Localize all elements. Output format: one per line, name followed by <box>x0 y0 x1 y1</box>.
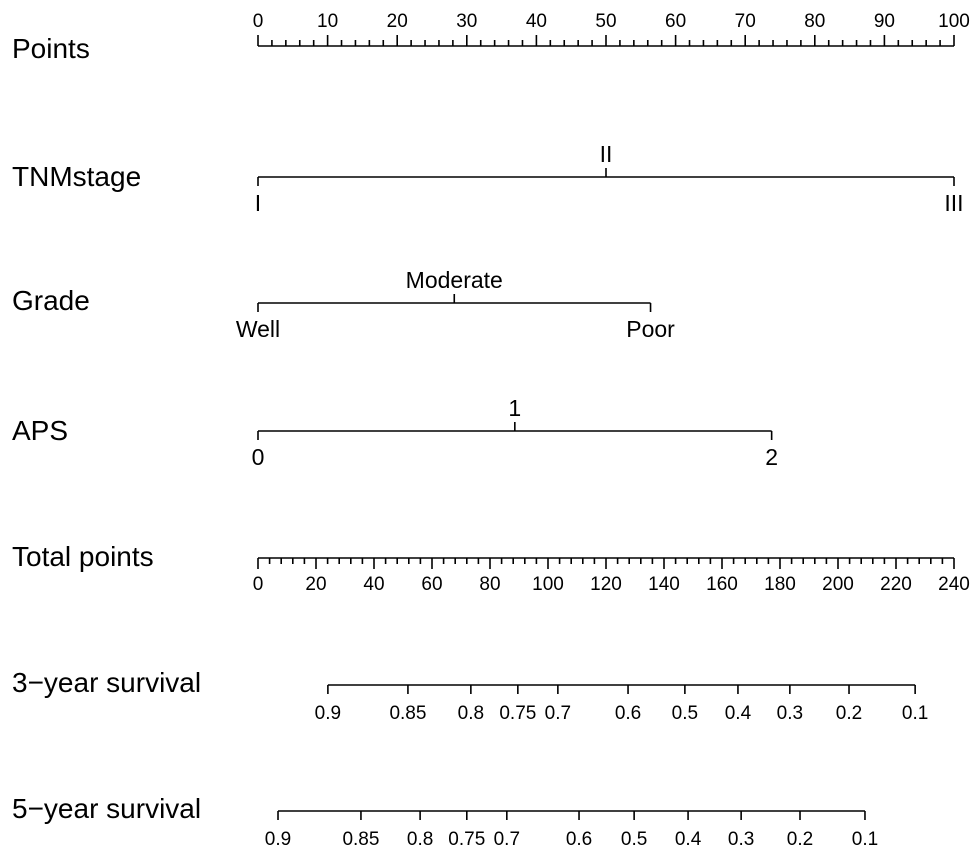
points-tick-label: 60 <box>665 11 686 32</box>
3-year-survival-tick-label: 0.85 <box>389 703 426 724</box>
points-tick-label: 70 <box>735 11 756 32</box>
aps-level-label: 1 <box>508 395 521 421</box>
3-year-survival-tick-label: 0.2 <box>836 703 862 724</box>
5-year-survival-tick-label: 0.75 <box>448 829 485 850</box>
grade-level-label: Poor <box>626 316 675 342</box>
3-year-survival-tick-label: 0.4 <box>725 703 752 724</box>
total-points-tick-label: 220 <box>880 574 912 595</box>
5-year-survival-tick-label: 0.1 <box>852 829 878 850</box>
points-tick-label: 90 <box>874 11 895 32</box>
5-year-survival-tick-label: 0.4 <box>675 829 702 850</box>
total-points-tick-label: 40 <box>363 574 384 595</box>
row-label-3-year-survival: 3−year survival <box>12 667 201 698</box>
5-year-survival-tick-label: 0.85 <box>342 829 379 850</box>
3-year-survival-tick-label: 0.6 <box>615 703 641 724</box>
total-points-tick-label: 60 <box>421 574 442 595</box>
row-label-grade: Grade <box>12 285 90 316</box>
tnmstage-level-label: II <box>600 141 613 167</box>
5-year-survival-tick-label: 0.3 <box>728 829 754 850</box>
3-year-survival-tick-label: 0.1 <box>902 703 928 724</box>
row-label-total-points: Total points <box>12 541 154 572</box>
3-year-survival-tick-label: 0.7 <box>545 703 571 724</box>
total-points-tick-label: 0 <box>253 574 264 595</box>
points-tick-label: 100 <box>938 11 970 32</box>
5-year-survival-tick-label: 0.7 <box>494 829 520 850</box>
total-points-tick-label: 240 <box>938 574 970 595</box>
row-label-tnmstage: TNMstage <box>12 161 141 192</box>
3-year-survival-tick-label: 0.8 <box>458 703 484 724</box>
total-points-tick-label: 140 <box>648 574 680 595</box>
5-year-survival-tick-label: 0.8 <box>407 829 433 850</box>
5-year-survival-tick-label: 0.9 <box>265 829 291 850</box>
row-labels: Points TNMstage Grade APS Total points 3… <box>12 33 201 824</box>
3-year-survival-tick-label: 0.5 <box>672 703 698 724</box>
aps-level-label: 0 <box>252 444 265 470</box>
total-points-tick-label: 160 <box>706 574 738 595</box>
grade-level-label: Well <box>236 316 280 342</box>
points-tick-label: 10 <box>317 11 338 32</box>
row-label-aps: APS <box>12 415 68 446</box>
tnmstage-level-label: I <box>255 190 261 216</box>
points-tick-label: 20 <box>387 11 408 32</box>
total-points-tick-label: 20 <box>305 574 326 595</box>
total-points-tick-label: 120 <box>590 574 622 595</box>
3-year-survival-tick-label: 0.9 <box>315 703 341 724</box>
tnmstage-level-label: III <box>944 190 963 216</box>
total-points-tick-label: 180 <box>764 574 796 595</box>
points-tick-label: 50 <box>595 11 616 32</box>
aps-level-label: 2 <box>765 444 778 470</box>
total-points-tick-label: 200 <box>822 574 854 595</box>
5-year-survival-tick-label: 0.2 <box>787 829 813 850</box>
points-tick-label: 30 <box>456 11 477 32</box>
3-year-survival-tick-label: 0.75 <box>499 703 536 724</box>
5-year-survival-tick-label: 0.6 <box>566 829 592 850</box>
total-points-tick-label: 80 <box>479 574 500 595</box>
grade-level-label: Moderate <box>406 267 503 293</box>
row-label-points: Points <box>12 33 90 64</box>
chart-marks: 0 10 20 30 40 50 60 70 80 90 100IIIIIIWellModerate… <box>236 11 970 850</box>
total-points-tick-label: 100 <box>532 574 564 595</box>
points-tick-label: 0 <box>253 11 264 32</box>
5-year-survival-tick-label: 0.5 <box>621 829 647 850</box>
points-tick-label: 80 <box>804 11 825 32</box>
3-year-survival-tick-label: 0.3 <box>777 703 803 724</box>
row-label-5-year-survival: 5−year survival <box>12 793 201 824</box>
points-tick-label: 40 <box>526 11 547 32</box>
